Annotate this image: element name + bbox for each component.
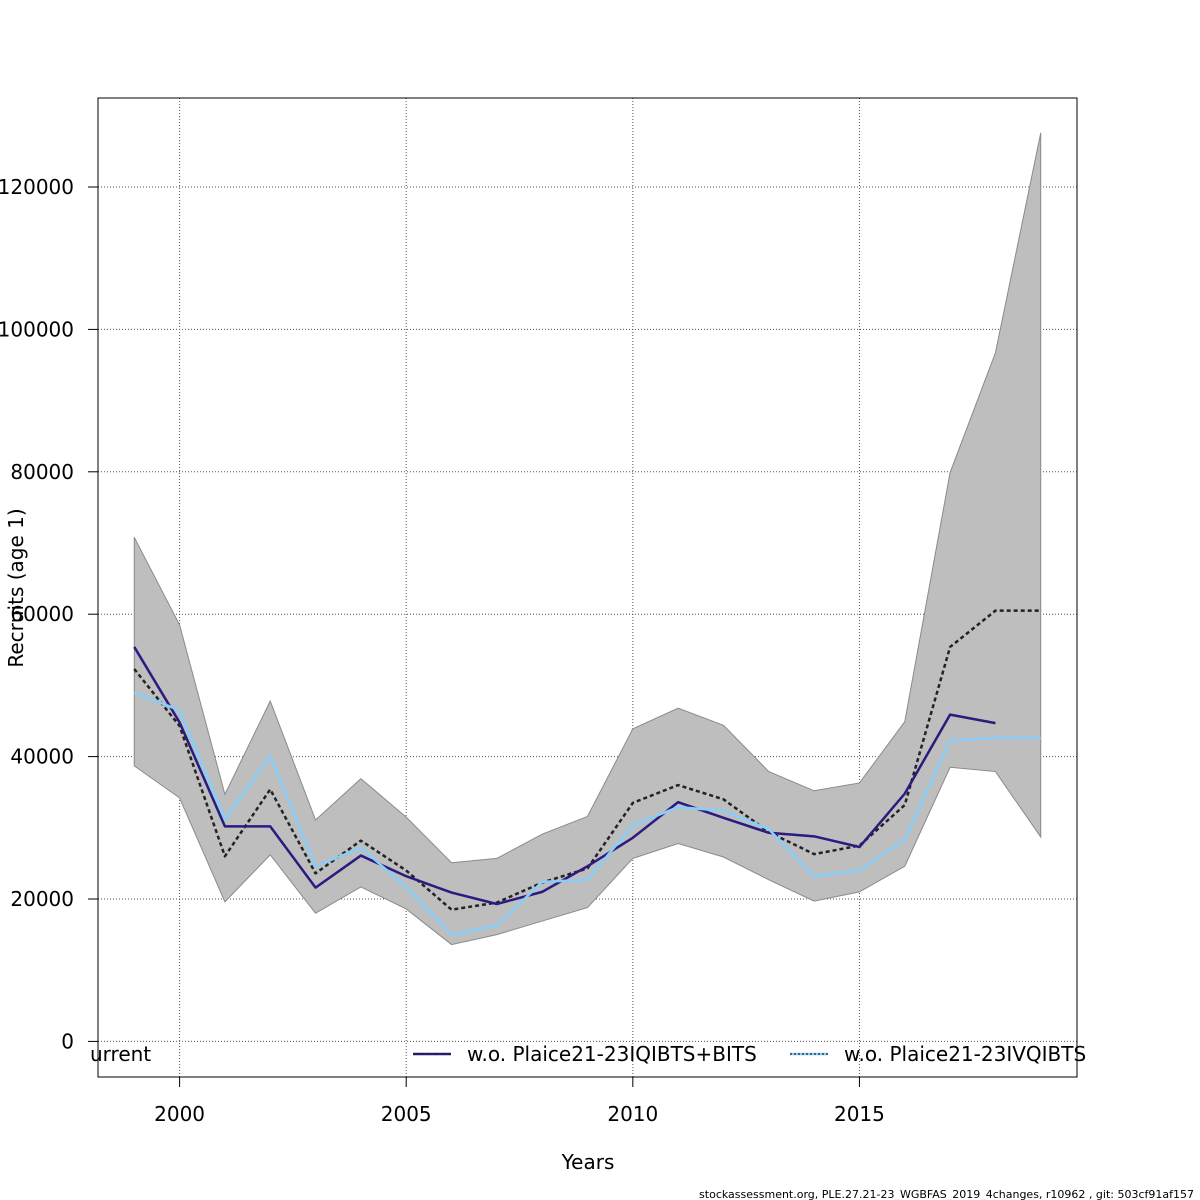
y-tick-label: 100000 <box>0 317 74 341</box>
x-tick-label: 2010 <box>607 1102 658 1126</box>
series-line-1 <box>133 646 996 906</box>
y-axis-ticks: 0 20000 40000 60000 80000 100000 120000 <box>0 175 98 1053</box>
series-line-0 <box>133 609 1041 911</box>
y-tick-label: 80000 <box>10 460 74 484</box>
x-tick-label: 2000 <box>154 1102 205 1126</box>
y-tick-label: 0 <box>61 1029 74 1053</box>
confidence-band-layer <box>133 132 1042 946</box>
legend-label-2: w.o. Plaice21-23IVQIBTS <box>844 1042 1086 1066</box>
legend-label-0: urrent <box>90 1042 151 1066</box>
plot-frame <box>97 97 1078 1078</box>
x-tick-label: 2005 <box>381 1102 432 1126</box>
confidence-band <box>133 132 1042 946</box>
x-tick-label: 2015 <box>834 1102 885 1126</box>
y-tick-label: 60000 <box>10 602 74 626</box>
y-tick-label: 20000 <box>10 887 74 911</box>
y-tick-label: 120000 <box>0 175 74 199</box>
legend-label-1: w.o. Plaice21-23IQIBTS+BITS <box>467 1042 757 1066</box>
y-axis-title: Recruits (age 1) <box>4 508 28 667</box>
y-tick-label: 40000 <box>10 745 74 769</box>
series-layer <box>133 609 1041 936</box>
footer-text: stockassessment.org, PLE.27.21-23_WGBFAS… <box>699 1188 1194 1200</box>
legend: urrent w.o. Plaice21-23IQIBTS+BITS w.o. Pl… <box>90 1042 1086 1066</box>
series-line-2 <box>133 691 1041 936</box>
x-axis-title: Years <box>561 1150 615 1174</box>
x-axis-ticks: 2000 2005 2010 2015 <box>154 1077 885 1126</box>
